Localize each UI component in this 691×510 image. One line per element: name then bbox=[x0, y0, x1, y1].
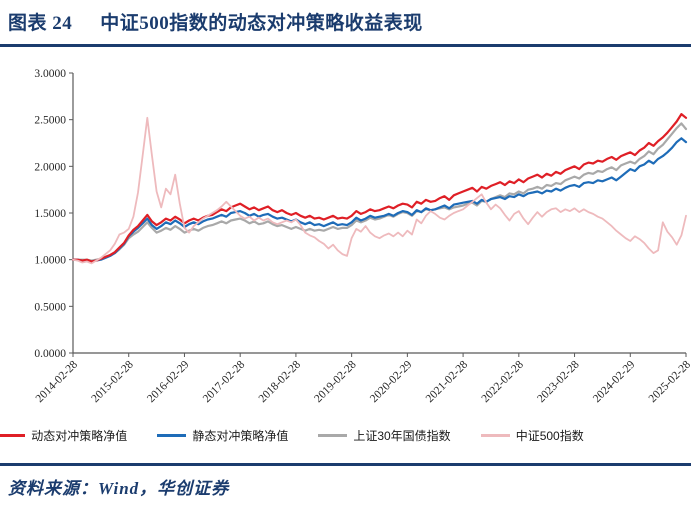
figure-label: 图表 24 bbox=[8, 13, 73, 34]
source-note: 资料来源：Wind，华创证券 bbox=[8, 479, 230, 498]
x-tick-label: 2014-02-28 bbox=[34, 358, 81, 405]
legend-line-swatch bbox=[480, 434, 510, 437]
top-divider-rule bbox=[0, 44, 691, 47]
legend-label: 静态对冲策略净值 bbox=[192, 429, 289, 443]
x-tick-label: 2015-02-28 bbox=[89, 358, 136, 405]
x-tick-label: 2019-02-28 bbox=[312, 358, 359, 405]
legend-item: 动态对冲策略净值 bbox=[0, 427, 127, 444]
series-line-动态对冲策略净值 bbox=[71, 112, 688, 263]
series-line-静态对冲策略净值 bbox=[71, 137, 688, 263]
chart-legend: 动态对冲策略净值 静态对冲策略净值 上证30年国债指数 中证500指数 bbox=[0, 427, 584, 444]
y-tick-label: 1.0000 bbox=[34, 255, 66, 267]
x-tick-label: 2024-02-29 bbox=[591, 358, 638, 405]
legend-item: 上证30年国债指数 bbox=[318, 427, 451, 444]
y-tick-label: 0.5000 bbox=[34, 301, 66, 313]
x-tick-label: 2021-02-28 bbox=[424, 358, 471, 405]
figure-title: 中证500指数的动态对冲策略收益表现 bbox=[100, 13, 423, 34]
legend-item: 中证500指数 bbox=[480, 427, 584, 444]
y-tick-label: 3.0000 bbox=[34, 68, 66, 80]
legend-label: 中证500指数 bbox=[515, 429, 584, 443]
legend-line-swatch bbox=[318, 434, 348, 437]
y-tick-label: 0.0000 bbox=[34, 348, 66, 360]
y-tick-label: 2.0000 bbox=[34, 161, 66, 173]
x-tick-label: 2018-02-28 bbox=[257, 358, 304, 405]
figure-title-row: 图表 24 中证500指数的动态对冲策略收益表现 bbox=[8, 8, 423, 35]
x-tick-label: 2022-02-28 bbox=[480, 358, 527, 405]
x-tick-label: 2017-02-28 bbox=[201, 358, 248, 405]
y-tick-label: 2.5000 bbox=[34, 115, 66, 127]
legend-line-swatch bbox=[157, 434, 187, 437]
legend-label: 动态对冲策略净值 bbox=[31, 429, 128, 443]
y-tick-label: 1.5000 bbox=[34, 208, 66, 220]
series-line-上证30年国债指数 bbox=[71, 122, 688, 262]
legend-label: 上证30年国债指数 bbox=[353, 429, 451, 443]
axis-lines bbox=[72, 73, 686, 354]
x-tick-label: 2025-02-28 bbox=[647, 358, 691, 405]
x-tick-label: 2016-02-29 bbox=[145, 358, 192, 405]
x-tick-label: 2023-02-28 bbox=[535, 358, 582, 405]
legend-line-swatch bbox=[0, 434, 26, 437]
series-line-中证500指数 bbox=[72, 116, 687, 265]
bottom-divider-rule bbox=[0, 463, 691, 466]
legend-item: 静态对冲策略净值 bbox=[157, 427, 288, 444]
x-tick-label: 2020-02-29 bbox=[368, 358, 415, 405]
